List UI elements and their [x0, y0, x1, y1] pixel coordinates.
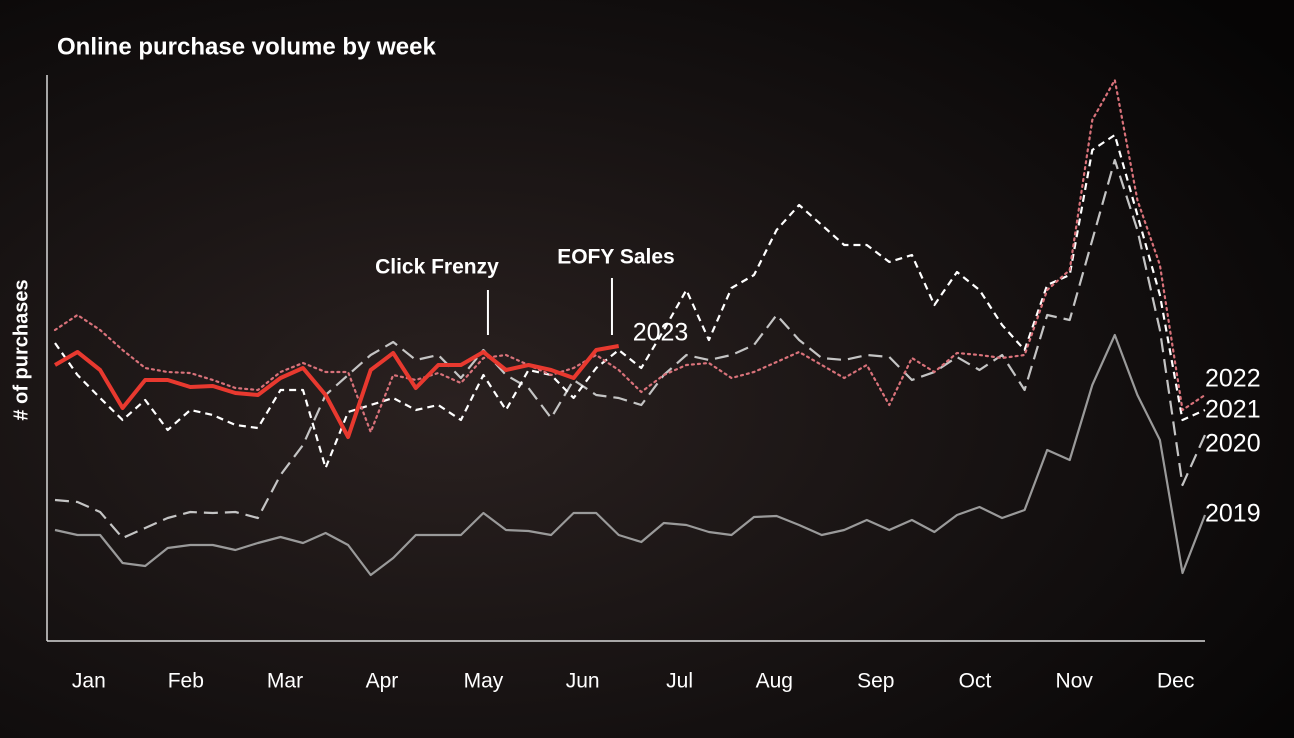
annotation-text: EOFY Sales: [557, 246, 675, 269]
x-tick-label: May: [464, 670, 504, 693]
x-tick-label: Aug: [756, 670, 793, 693]
x-tick-label: Jan: [72, 670, 106, 693]
series-line: [53, 344, 620, 439]
series-line: [53, 78, 1207, 434]
x-tick-label: Dec: [1157, 670, 1194, 693]
series-line: [54, 333, 1207, 577]
series-line: [54, 133, 1206, 470]
y-axis-label: # of purchases: [10, 279, 32, 420]
series-label: 2021: [1205, 396, 1261, 424]
x-tick-label: Feb: [168, 670, 204, 693]
x-tick-label: Nov: [1056, 670, 1094, 693]
x-tick-label: Jun: [566, 670, 600, 693]
x-tick-label: Apr: [366, 670, 399, 693]
series-label: 2019: [1205, 500, 1261, 528]
series-label: 2022: [1205, 365, 1261, 393]
x-tick-label: Sep: [857, 670, 894, 693]
chart-title: Online purchase volume by week: [57, 33, 436, 60]
x-tick-label: Oct: [959, 670, 992, 693]
x-tick-label: Mar: [267, 670, 303, 693]
annotation-text: Click Frenzy: [375, 256, 499, 279]
series-label: 2023: [633, 319, 689, 347]
series-label: 2020: [1205, 430, 1261, 458]
series-line: [54, 158, 1207, 540]
x-tick-label: Jul: [666, 670, 693, 693]
